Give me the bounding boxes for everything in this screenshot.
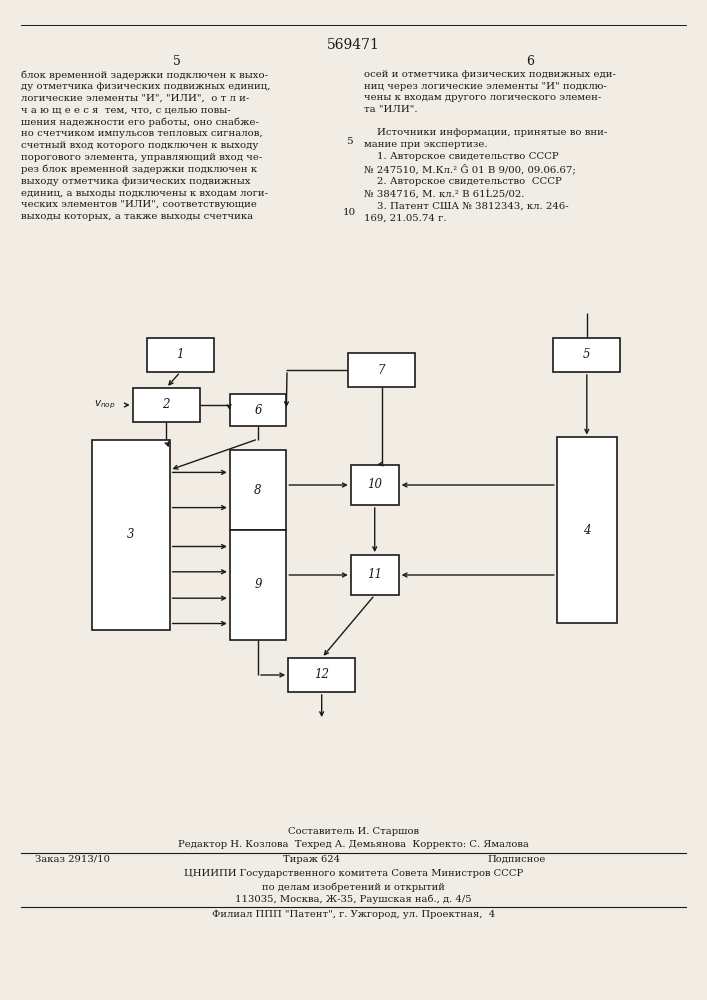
Text: 6: 6 (255, 403, 262, 416)
Text: 11: 11 (367, 568, 382, 582)
Text: Филиал ППП "Патент", г. Ужгород, ул. Проектная,  4: Филиал ППП "Патент", г. Ужгород, ул. Про… (212, 910, 495, 919)
Text: Составитель И. Старшов: Составитель И. Старшов (288, 827, 419, 836)
Text: 569471: 569471 (327, 38, 380, 52)
Text: 113035, Москва, Ж-35, Раушская наб., д. 4/5: 113035, Москва, Ж-35, Раушская наб., д. … (235, 895, 472, 904)
Text: Тираж 624: Тираж 624 (283, 855, 339, 864)
Text: 5: 5 (346, 137, 353, 146)
Text: 1: 1 (177, 349, 184, 361)
Bar (230, 450, 286, 530)
Bar (288, 658, 356, 692)
Text: 4: 4 (583, 524, 590, 536)
Bar (230, 394, 286, 426)
Bar (230, 530, 286, 640)
Bar (557, 438, 617, 622)
Text: блок временной задержки подключен к выхо-
ду отметчика физических подвижных един: блок временной задержки подключен к выхо… (21, 70, 271, 221)
Text: 5: 5 (173, 55, 181, 68)
Text: Подписное: Подписное (487, 855, 545, 864)
Bar (351, 465, 399, 505)
Text: 10: 10 (343, 208, 356, 217)
Text: ЦНИИПИ Государственного комитета Совета Министров СССР: ЦНИИПИ Государственного комитета Совета … (184, 869, 523, 878)
Text: Редактор Н. Козлова  Техред А. Демьянова  Корректо: С. Ямалова: Редактор Н. Козлова Техред А. Демьянова … (178, 840, 529, 849)
Text: Заказ 2913/10: Заказ 2913/10 (35, 855, 110, 864)
Text: 7: 7 (378, 363, 385, 376)
Text: по делам изобретений и открытий: по делам изобретений и открытий (262, 882, 445, 892)
Text: 10: 10 (367, 479, 382, 491)
Text: 5: 5 (583, 349, 590, 361)
Text: 2: 2 (163, 398, 170, 412)
Bar (351, 555, 399, 595)
Text: 3: 3 (127, 528, 134, 542)
Text: 8: 8 (255, 484, 262, 496)
Text: 9: 9 (255, 578, 262, 591)
Bar (92, 440, 170, 630)
Text: 6: 6 (526, 55, 534, 68)
Text: $\mathit{v}_{nop}$: $\mathit{v}_{nop}$ (93, 399, 115, 411)
Bar (349, 353, 416, 387)
Text: осей и отметчика физических подвижных еди-
ниц через логические элементы "И" под: осей и отметчика физических подвижных ед… (364, 70, 616, 222)
Bar (133, 388, 199, 422)
Text: 12: 12 (314, 668, 329, 682)
Bar (147, 338, 214, 372)
Bar (553, 338, 621, 372)
